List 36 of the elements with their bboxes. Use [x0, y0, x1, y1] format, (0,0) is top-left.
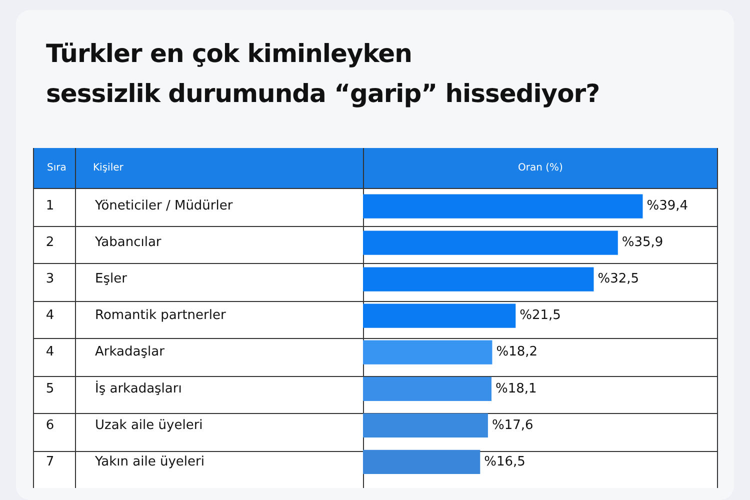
y-tick-label: Arkadaşlar: [95, 344, 166, 360]
bar: [363, 450, 480, 474]
y-tick-label: Yöneticiler / Müdürler: [94, 198, 234, 214]
data-label: %18,1: [496, 381, 537, 396]
data-label: %18,2: [496, 344, 538, 360]
text: 4: [46, 344, 54, 360]
y-tick-label: Romantik partnerler: [95, 308, 226, 324]
bar: [363, 194, 643, 218]
chart-title: Türkler en çok kiminleyken sessizlik durumunda “garip” hissediyor?: [46, 38, 600, 110]
text: 7: [46, 454, 54, 470]
text: 6: [46, 418, 54, 433]
y-tick-label: Eşler: [95, 272, 128, 287]
data-label: %21,5: [520, 308, 561, 324]
text: 1: [46, 198, 54, 214]
text: 3: [46, 272, 54, 287]
text: Oran (%): [518, 162, 564, 174]
data-label: %17,6: [492, 418, 534, 433]
bar: [363, 340, 492, 364]
text: 2: [46, 235, 54, 250]
y-tick-label: Yabancılar: [94, 235, 162, 250]
y-tick-label: İş arkadaşları: [95, 380, 182, 396]
bar: [363, 304, 516, 328]
y-tick-label: Uzak aile üyeleri: [95, 418, 203, 433]
data-label: %32,5: [598, 272, 640, 287]
bar: [363, 413, 488, 438]
text: Sıra: [47, 162, 66, 174]
text: Kişiler: [93, 162, 124, 174]
text: 4: [46, 308, 54, 324]
data-label: %16,5: [484, 454, 526, 470]
bar: [363, 267, 594, 292]
data-label: %35,9: [622, 235, 664, 250]
data-label: %39,4: [646, 198, 688, 214]
y-tick-label: Yakın aile üyeleri: [94, 454, 204, 470]
text: 5: [46, 381, 54, 396]
bar: [363, 230, 618, 255]
bar: [363, 376, 492, 401]
